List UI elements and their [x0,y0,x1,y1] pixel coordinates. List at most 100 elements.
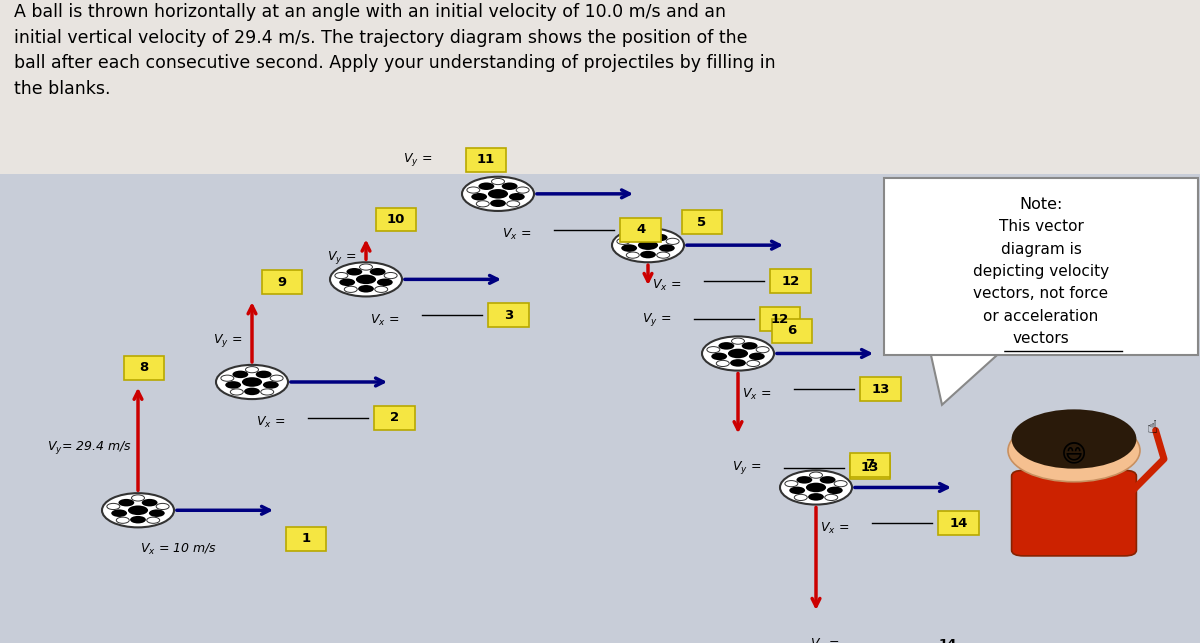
Text: ☝: ☝ [1146,419,1158,437]
Text: 12: 12 [770,312,790,326]
Circle shape [516,187,529,193]
FancyBboxPatch shape [286,527,326,551]
Circle shape [638,240,658,250]
Text: 11: 11 [476,153,496,166]
Circle shape [256,370,271,378]
Circle shape [640,251,656,258]
Circle shape [221,375,234,381]
Circle shape [808,493,824,501]
Text: $V_y$ =: $V_y$ = [732,459,761,476]
Circle shape [270,375,283,381]
Text: 7: 7 [865,458,875,471]
Circle shape [358,285,374,293]
Text: $V_x$ =: $V_x$ = [256,415,284,430]
Circle shape [360,264,372,270]
Circle shape [824,494,838,500]
Circle shape [244,388,260,395]
FancyBboxPatch shape [488,303,529,327]
FancyBboxPatch shape [938,511,979,536]
Text: diagram is: diagram is [1001,242,1081,257]
FancyBboxPatch shape [770,269,811,293]
Text: 10: 10 [386,213,406,226]
Circle shape [749,352,764,360]
Circle shape [102,493,174,527]
FancyBboxPatch shape [0,0,1200,174]
FancyBboxPatch shape [850,455,890,480]
Circle shape [617,239,630,244]
Circle shape [116,517,130,523]
Circle shape [107,503,120,509]
Text: 4: 4 [636,223,646,236]
Circle shape [626,252,640,258]
Circle shape [374,286,388,293]
FancyBboxPatch shape [262,270,302,294]
FancyBboxPatch shape [374,406,415,430]
Text: $V_x$ =: $V_x$ = [370,312,398,327]
Circle shape [728,349,748,358]
FancyBboxPatch shape [850,453,890,476]
Circle shape [246,367,258,373]
Circle shape [502,183,517,190]
Text: 3: 3 [504,309,514,322]
Circle shape [479,183,494,190]
Circle shape [226,381,241,388]
FancyBboxPatch shape [466,148,506,172]
Text: or acceleration: or acceleration [983,309,1099,324]
FancyBboxPatch shape [682,210,722,234]
Circle shape [612,228,684,262]
Circle shape [719,342,734,350]
Circle shape [746,360,760,367]
Text: 14: 14 [949,517,968,530]
Circle shape [216,365,288,399]
Circle shape [1008,419,1140,482]
Circle shape [834,480,847,487]
Text: 5: 5 [697,216,707,229]
Circle shape [652,234,667,241]
Circle shape [756,347,769,353]
Text: $V_y$ =: $V_y$ = [810,636,839,643]
Circle shape [492,179,504,185]
Circle shape [330,262,402,296]
Text: 13: 13 [871,383,890,396]
Text: $V_x$ =: $V_x$ = [820,521,848,536]
Text: 1: 1 [301,532,311,545]
Circle shape [656,252,670,258]
Text: $V_x$ = 10 m/s: $V_x$ = 10 m/s [140,541,217,557]
Text: $V_x$ =: $V_x$ = [742,386,770,402]
Circle shape [149,509,164,517]
Text: 13: 13 [860,461,880,474]
Circle shape [794,494,808,500]
Text: $V_y$ =: $V_y$ = [328,249,356,266]
Text: $V_x$ =: $V_x$ = [652,278,680,293]
Circle shape [666,239,679,244]
Text: $V_x$ =: $V_x$ = [502,227,530,242]
Circle shape [780,471,852,505]
Text: 14: 14 [938,638,958,643]
FancyBboxPatch shape [860,377,901,401]
Text: 2: 2 [390,412,400,424]
Circle shape [347,268,362,275]
FancyBboxPatch shape [772,319,812,343]
Circle shape [472,193,487,201]
Text: vectors, not force: vectors, not force [973,286,1109,302]
Circle shape [156,503,169,509]
FancyBboxPatch shape [884,178,1198,355]
Circle shape [820,476,835,484]
Text: 9: 9 [277,276,287,289]
Text: $V_y$ =: $V_y$ = [403,151,432,168]
Circle shape [344,286,358,293]
Circle shape [629,234,644,241]
Circle shape [810,472,822,478]
Circle shape [702,336,774,370]
Text: Note:: Note: [1019,197,1063,212]
Circle shape [506,201,520,207]
FancyBboxPatch shape [376,208,416,231]
Circle shape [462,177,534,211]
Text: A ball is thrown horizontally at an angle with an initial velocity of 10.0 m/s a: A ball is thrown horizontally at an angl… [14,3,776,98]
Circle shape [622,244,637,252]
Circle shape [488,189,508,199]
Circle shape [806,483,826,493]
Circle shape [132,495,144,501]
Circle shape [742,342,757,350]
Text: 8: 8 [139,361,149,374]
